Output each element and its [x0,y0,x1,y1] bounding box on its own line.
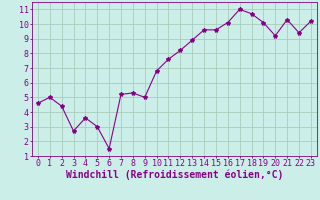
X-axis label: Windchill (Refroidissement éolien,°C): Windchill (Refroidissement éolien,°C) [66,170,283,180]
